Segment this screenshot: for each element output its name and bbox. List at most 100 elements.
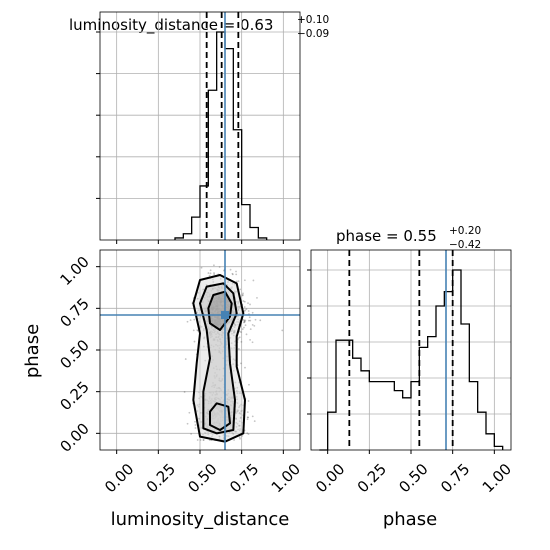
scatter-point (243, 279, 246, 282)
scatter-point (183, 391, 186, 393)
scatter-point (209, 272, 212, 275)
scatter-point (202, 439, 205, 441)
ylabel-phase: phase (22, 324, 43, 378)
scatter-point (184, 358, 187, 360)
scatter-point (209, 269, 212, 272)
ld-phase-panel: 0.00 0.25 0.50 0.75 1.000.000.250.500.751.00 (56, 249, 304, 496)
scatter-point (243, 300, 246, 303)
scatter-point (235, 280, 238, 283)
scatter-point (248, 383, 250, 386)
scatter-point (248, 316, 251, 319)
scatter-point (246, 432, 249, 435)
scatter-point (244, 309, 247, 312)
scatter-point (190, 433, 193, 435)
contour-fill (208, 291, 232, 330)
scatter-point (244, 319, 247, 322)
scatter-point (253, 420, 256, 422)
ld-xtick-label: 0.50 (184, 460, 220, 496)
scatter-point (246, 416, 249, 419)
scatter-point (193, 318, 196, 321)
scatter-point (231, 273, 234, 276)
scatter-point (243, 320, 246, 323)
ld-xtick-label: 0.25 (143, 460, 179, 496)
scatter-point (247, 310, 250, 312)
scatter-point (249, 328, 252, 330)
scatter-point (213, 272, 215, 274)
scatter-point (239, 288, 242, 291)
scatter-point (241, 434, 244, 437)
scatter-point (247, 319, 250, 322)
scatter-point (213, 273, 216, 276)
scatter-point (244, 324, 247, 327)
scatter-point (247, 433, 250, 436)
scatter-point (238, 330, 241, 333)
scatter-point (244, 366, 246, 369)
scatter-point (243, 320, 246, 322)
scatter-point (243, 310, 246, 313)
ld-phase-truth-marker (221, 311, 229, 319)
scatter-point (251, 415, 254, 418)
contour-line (207, 290, 233, 331)
title-phase-lower: −0.42 (449, 239, 481, 251)
title-luminosity-distance: luminosity_distance = 0.63 (69, 16, 273, 35)
scatter-point (194, 427, 197, 429)
scatter-point (240, 331, 242, 334)
ld-panel (96, 11, 301, 244)
scatter-point (240, 362, 242, 365)
scatter-point (246, 411, 249, 413)
scatter-point (186, 320, 189, 323)
phase-panel: 0.00 0.25 0.50 0.75 1.00 (307, 249, 515, 496)
phase-ytick-label: 1.00 (56, 253, 92, 289)
contour-line (199, 282, 238, 435)
scatter-point (247, 400, 250, 402)
scatter-point (207, 272, 210, 274)
scatter-point (242, 300, 245, 302)
title-luminosity-distance-upper: +0.10 (297, 14, 329, 26)
ld-xtick-label: 1.00 (268, 460, 304, 496)
scatter-point (192, 329, 195, 332)
scatter-point (246, 418, 249, 421)
title-luminosity-distance-lower: −0.09 (297, 28, 329, 40)
scatter-point (235, 270, 237, 273)
scatter-point (194, 420, 196, 423)
scatter-point (237, 280, 240, 283)
scatter-point (239, 437, 241, 440)
scatter-point (252, 279, 255, 282)
scatter-point (251, 323, 254, 326)
scatter-point (208, 274, 211, 277)
scatter-point (281, 329, 284, 332)
scatter-point (196, 439, 199, 441)
scatter-point (243, 306, 246, 308)
scatter-point (235, 273, 238, 276)
scatter-point (241, 294, 244, 297)
scatter-point (245, 333, 248, 336)
phase-ytick-label: 0.75 (56, 294, 92, 330)
scatter-point (213, 264, 215, 267)
scatter-point (249, 319, 252, 322)
scatter-point (242, 292, 244, 295)
scatter-point (243, 326, 245, 329)
scatter-point (240, 340, 243, 343)
scatter-point (218, 266, 221, 268)
scatter-point (193, 340, 196, 343)
scatter-point (249, 303, 251, 306)
ld-xtick-label: 0.75 (226, 460, 262, 496)
scatter-point (253, 324, 256, 327)
phase-xtick-label: 0.25 (354, 460, 390, 496)
contour-line (209, 402, 231, 431)
scatter-point (186, 422, 189, 425)
scatter-point (243, 321, 245, 324)
scatter-point (238, 336, 241, 339)
scatter-point (245, 308, 248, 311)
scatter-point (241, 328, 244, 331)
phase-xtick-label: 0.75 (437, 460, 473, 496)
scatter-point (251, 311, 254, 314)
scatter-point (202, 439, 205, 441)
title-phase-upper: +0.20 (449, 225, 481, 237)
scatter-point (237, 337, 240, 340)
phase-ytick-label: 0.25 (56, 378, 92, 414)
xlabel-luminosity-distance: luminosity_distance (111, 509, 290, 530)
title-phase: phase = 0.55 (336, 227, 437, 245)
scatter-point (247, 416, 250, 419)
